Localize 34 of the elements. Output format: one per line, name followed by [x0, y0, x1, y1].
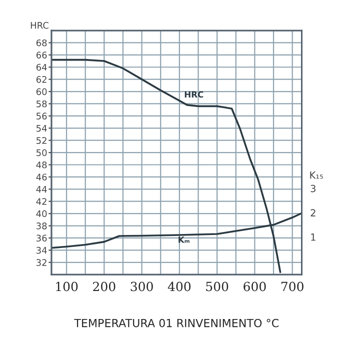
annotation: HRC — [184, 91, 204, 98]
x-tick-label: 600 — [244, 282, 266, 292]
y-tick-label: 60 — [36, 88, 47, 96]
x-tick-label: 300 — [130, 282, 153, 292]
y-tick-label: 64 — [36, 64, 47, 71]
y-tick-label: 56 — [36, 112, 47, 120]
y2-tick-label: 2 — [310, 209, 316, 216]
y-tick-label: 36 — [36, 234, 47, 242]
y-tick-label: 54 — [36, 124, 47, 132]
y2-tick-label: 1 — [311, 234, 316, 241]
y-tick-label: 32 — [36, 259, 46, 266]
y2-axis-title: K₁₅ — [310, 172, 323, 179]
y-tick-label: 38 — [36, 222, 47, 230]
y-tick-label: 48 — [36, 161, 47, 168]
x-tick-label: 200 — [93, 282, 116, 292]
y-tick-label: 46 — [36, 174, 47, 181]
x-tick-label: 100 — [56, 282, 78, 292]
y-tick-label: 62 — [36, 76, 46, 83]
y-tick-label: 40 — [36, 210, 47, 218]
y-axis-title: HRC — [30, 22, 48, 29]
y-tick-label: 34 — [36, 246, 47, 254]
y-tick-label: 68 — [36, 39, 47, 46]
x-tick-label: 700 — [281, 282, 304, 292]
y-tick-label: 44 — [36, 186, 47, 193]
y-tick-label: 42 — [36, 198, 46, 205]
y-tick-label: 52 — [36, 137, 46, 144]
y2-tick-label: 3 — [310, 184, 316, 192]
x-tick-label: 400 — [168, 282, 191, 292]
x-tick-label: 500 — [206, 282, 228, 292]
y-tick-label: 66 — [36, 52, 47, 58]
y-tick-label: 58 — [36, 100, 47, 108]
y-tick-label: 50 — [36, 149, 47, 156]
x-axis-title: TEMPERATURA 01 RINVENIMENTO °C — [74, 318, 278, 328]
annotation: Kₘ — [178, 236, 190, 243]
